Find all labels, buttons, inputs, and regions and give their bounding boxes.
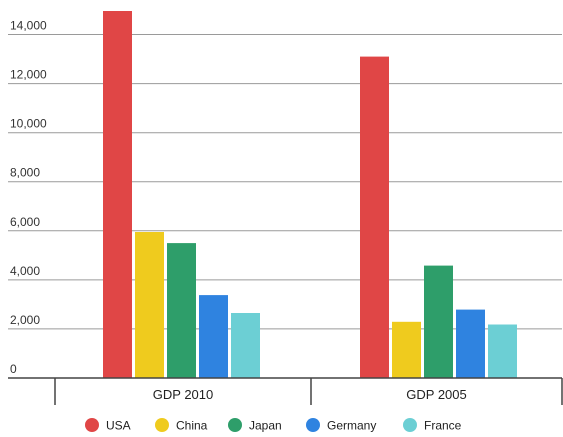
bar-france-2010 <box>231 313 260 378</box>
bar-china-2005 <box>392 321 421 378</box>
bar-china-2010 <box>135 232 164 378</box>
bar-france-2005 <box>488 324 517 378</box>
gridlines <box>8 34 562 330</box>
legend-marker-japan <box>228 418 242 432</box>
legend-label-china: China <box>176 419 208 433</box>
bar-germany-2010 <box>199 295 228 378</box>
legend: USA China Japan Germany France <box>85 418 462 433</box>
bar-usa-2010 <box>103 11 132 378</box>
x-category-label: GDP 2005 <box>406 387 466 402</box>
legend-label-germany: Germany <box>327 419 376 433</box>
bar-germany-2005 <box>456 309 485 378</box>
legend-marker-france <box>403 418 417 432</box>
legend-label-japan: Japan <box>249 419 282 433</box>
x-axis-category-labels: GDP 2010 GDP 2005 <box>153 387 467 402</box>
bars <box>103 11 517 378</box>
bar-usa-2005 <box>360 56 389 378</box>
y-tick-label: 14,000 <box>10 19 47 33</box>
y-tick-label: 0 <box>10 362 17 376</box>
bar-japan-2010 <box>167 243 196 378</box>
y-axis-tick-labels: 0 2,000 4,000 6,000 8,000 10,000 12,000 14,000 <box>10 19 47 377</box>
y-tick-label: 12,000 <box>10 68 47 82</box>
y-tick-label: 8,000 <box>10 166 40 180</box>
legend-label-france: France <box>424 419 462 433</box>
y-tick-label: 4,000 <box>10 264 40 278</box>
y-tick-label: 10,000 <box>10 117 47 131</box>
legend-marker-germany <box>306 418 320 432</box>
legend-marker-usa <box>85 418 99 432</box>
x-axis <box>8 377 563 405</box>
bar-japan-2005 <box>424 265 453 378</box>
y-tick-label: 6,000 <box>10 215 40 229</box>
x-category-label: GDP 2010 <box>153 387 213 402</box>
legend-label-usa: USA <box>106 419 131 433</box>
legend-marker-china <box>155 418 169 432</box>
y-tick-label: 2,000 <box>10 313 40 327</box>
